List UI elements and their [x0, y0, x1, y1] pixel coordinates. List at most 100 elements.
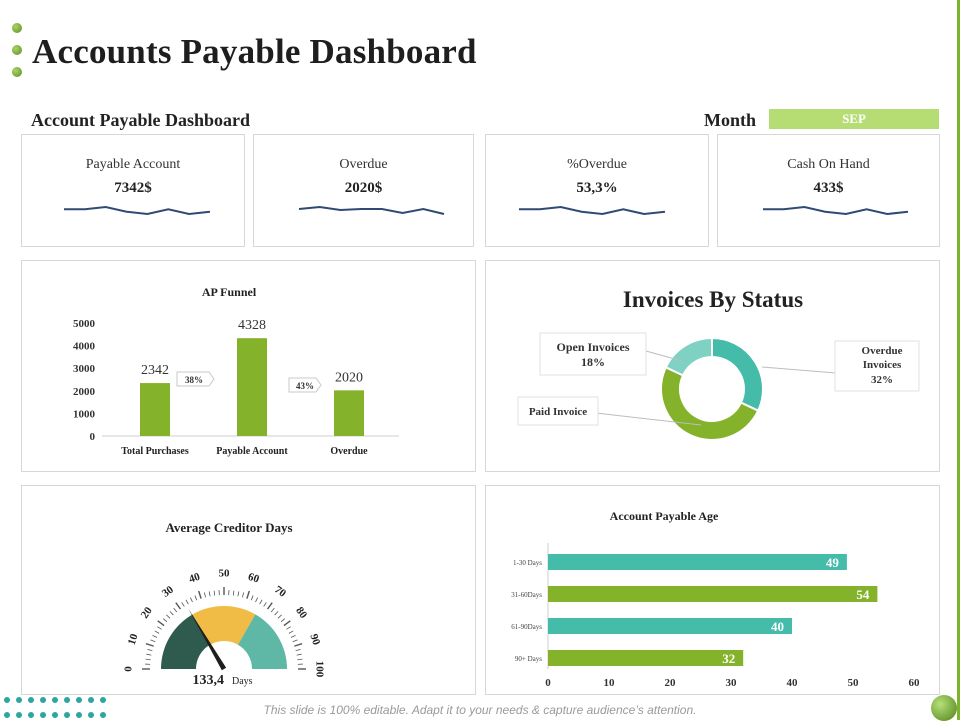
gauge-tick [278, 615, 282, 618]
age-bar-value: 54 [856, 587, 870, 602]
funnel-bar-value: 2020 [335, 370, 363, 385]
gauge-tick [260, 600, 262, 604]
gauge-title: Average Creditor Days [165, 520, 292, 535]
footer-decor-dot [100, 712, 106, 718]
age-category-label: 61-90Days [511, 623, 542, 631]
age-xtick: 60 [909, 677, 921, 689]
footer-decor-dot [16, 712, 22, 718]
gauge-tick [158, 621, 164, 626]
ap-funnel-title: AP Funnel [202, 285, 257, 299]
age-bar-value: 32 [722, 651, 735, 666]
gauge-tick-label: 70 [272, 584, 288, 600]
gauge-value: 133,4 [193, 673, 225, 688]
leader-line [762, 367, 836, 373]
gauge-tick [297, 654, 302, 655]
gauge-tick [163, 619, 167, 622]
kpi-sparkline [486, 199, 708, 221]
kpi-card-overdue: Overdue 2020$ [253, 134, 474, 247]
donut-slice [666, 338, 712, 375]
age-xtick: 30 [726, 677, 738, 689]
gauge-tick-label: 40 [187, 571, 202, 586]
footer-decor-dot [88, 697, 94, 703]
kpi-value: 433$ [718, 180, 939, 197]
gauge-tick [296, 649, 301, 650]
funnel-bar [237, 338, 267, 436]
funnel-category-label: Payable Account [216, 446, 288, 457]
kpi-card-cash-on-hand: Cash On Hand 433$ [717, 134, 940, 247]
footer-decor-dot [100, 697, 106, 703]
age-xtick: 20 [665, 677, 677, 689]
funnel-ytick: 0 [90, 431, 96, 443]
footer-decor-dot [40, 697, 46, 703]
kpi-value: 53,3% [486, 180, 708, 197]
funnel-category-label: Overdue [330, 446, 368, 457]
footer-decor-dot [76, 712, 82, 718]
funnel-bar [334, 390, 364, 436]
age-bar-value: 49 [826, 555, 840, 570]
gauge-tick [293, 640, 298, 642]
gauge-tick [170, 611, 173, 615]
gauge-tick [190, 598, 192, 603]
age-xtick: 0 [545, 677, 551, 689]
footer-decor-dot [16, 697, 22, 703]
gauge-tick [284, 621, 290, 626]
month-selector[interactable]: SEP [769, 109, 939, 129]
gauge-tick [297, 659, 302, 660]
gauge-tick [251, 596, 253, 601]
funnel-bar [140, 383, 170, 436]
invoices-status-title: Invoices By Status [623, 287, 803, 312]
kpi-label: %Overdue [486, 157, 708, 173]
sparkline-path [64, 207, 210, 214]
gauge-tick [271, 608, 274, 612]
kpi-card-percent-overdue: %Overdue 53,3% [485, 134, 709, 247]
gauge-tick [146, 644, 154, 646]
age-category-label: 90+ Days [515, 655, 542, 663]
gauge-tick [157, 627, 161, 630]
funnel-category-label: Total Purchases [121, 446, 189, 457]
footer-decor-dot [52, 697, 58, 703]
kpi-sparkline [718, 199, 939, 221]
footer-decor-dot [28, 697, 34, 703]
age-bar [548, 586, 877, 602]
gauge-tick [204, 592, 205, 597]
kpi-value: 2020$ [254, 180, 473, 197]
dashboard-subtitle: Account Payable Dashboard [31, 110, 250, 131]
kpi-sparkline [22, 199, 244, 221]
funnel-ytick: 1000 [73, 408, 96, 420]
gauge-tick-label: 10 [126, 632, 141, 647]
age-xtick: 50 [848, 677, 860, 689]
gauge-tick [289, 631, 293, 633]
funnel-conversion-tag: 43% [289, 378, 321, 392]
gauge-tick [166, 615, 170, 618]
gauge-tick [233, 591, 234, 596]
decor-orb [931, 695, 957, 721]
gauge-tick [264, 602, 267, 606]
funnel-ytick: 5000 [73, 318, 96, 330]
gauge-tick [291, 635, 296, 637]
gauge-tick-label: 50 [219, 568, 231, 580]
page-title: Accounts Payable Dashboard [32, 32, 477, 72]
age-category-label: 31-60Days [511, 591, 542, 599]
footer-decor-dot [64, 697, 70, 703]
gauge-tick [155, 631, 159, 633]
funnel-conversion-label: 38% [185, 375, 203, 385]
gauge-tick [153, 635, 158, 637]
decor-dot [12, 23, 22, 33]
invoices-status-chart: Invoices By Status Open Invoices 18% Ove… [486, 261, 939, 471]
payable-age-chart: Account Payable Age 491-30 Days5431-60Da… [486, 486, 939, 694]
gauge-tick [199, 591, 201, 599]
footer-decor-dot [76, 697, 82, 703]
kpi-label: Payable Account [22, 157, 244, 173]
funnel-conversion-label: 43% [296, 381, 314, 391]
gauge-tick [247, 591, 249, 599]
age-xtick: 40 [787, 677, 799, 689]
footer-decor-dot [64, 712, 70, 718]
decor-dot [12, 45, 22, 55]
age-bar [548, 618, 792, 634]
month-label: Month [704, 110, 756, 131]
gauge-tick [151, 640, 156, 642]
footer-decor-dot [52, 712, 58, 718]
